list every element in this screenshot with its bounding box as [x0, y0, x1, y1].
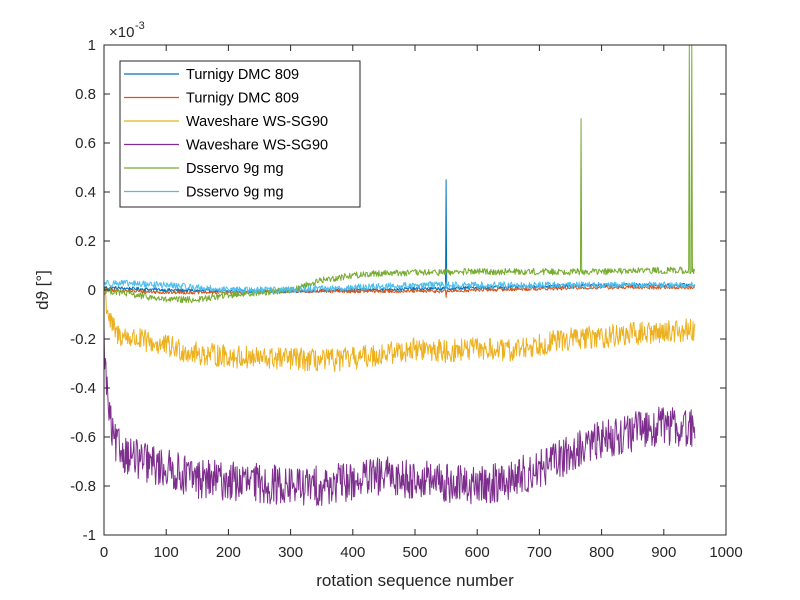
y-tick-label: 0.6 — [75, 135, 96, 152]
x-tick-label: 200 — [216, 544, 241, 561]
legend-label: Dsservo 9g mg — [186, 161, 284, 177]
legend-label: Turnigy DMC 809 — [186, 67, 299, 83]
x-tick-label: 1000 — [709, 544, 742, 561]
legend-label: Waveshare WS-SG90 — [186, 138, 328, 154]
legend-box — [119, 60, 361, 208]
y-tick-label: -1 — [83, 527, 96, 544]
y-tick-label: -0.8 — [70, 478, 96, 495]
y-tick-label: 0 — [88, 282, 96, 299]
y-tick-label: -0.2 — [70, 331, 96, 348]
x-tick-label: 400 — [340, 544, 365, 561]
legend-label: Dsservo 9g mg — [186, 185, 284, 201]
x-tick-label: 700 — [527, 544, 552, 561]
x-tick-label: 500 — [402, 544, 427, 561]
legend-label: Turnigy DMC 809 — [186, 91, 299, 107]
y-tick-label: 1 — [88, 37, 96, 54]
series-line — [103, 179, 696, 294]
series-line — [103, 324, 696, 506]
series-line — [103, 285, 696, 298]
series-line — [103, 290, 696, 373]
y-exponent-power: -3 — [135, 20, 145, 32]
x-tick-label: 800 — [589, 544, 614, 561]
legend-items: Turnigy DMC 809 Turnigy DMC 809 Waveshare … — [124, 67, 328, 201]
series-layer — [103, 44, 696, 506]
y-exponent-prefix: ×10 — [109, 24, 134, 41]
x-tick-label: 600 — [465, 544, 490, 561]
axis-ticks: 0 100 200 300 400 500 600 700 800 900 1000 -1 -0.8 -0… — [70, 37, 743, 561]
x-tick-label: 0 — [100, 544, 108, 561]
x-axis-label: rotation sequence number — [316, 571, 514, 590]
legend: Turnigy DMC 809 Turnigy DMC 809 Waveshare … — [119, 60, 361, 208]
y-tick-label: -0.4 — [70, 380, 96, 397]
series-line — [103, 279, 696, 294]
y-tick-label: 0.2 — [75, 233, 96, 250]
series-line — [103, 44, 696, 304]
y-tick-label: 0.8 — [75, 86, 96, 103]
legend-label: Waveshare WS-SG90 — [186, 114, 328, 130]
y-tick-label: -0.6 — [70, 429, 96, 446]
x-tick-label: 900 — [651, 544, 676, 561]
x-tick-label: 300 — [278, 544, 303, 561]
y-axis-label: dϑ [°] — [33, 270, 52, 310]
x-tick-label: 100 — [154, 544, 179, 561]
y-tick-label: 0.4 — [75, 184, 96, 201]
